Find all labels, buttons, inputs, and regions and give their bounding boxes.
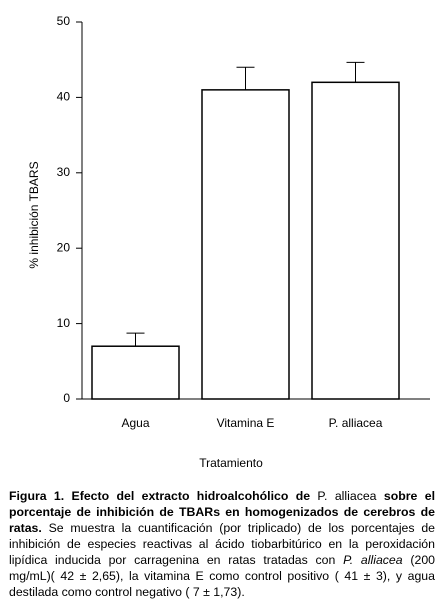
y-tick-label: 40 [57,90,71,104]
caption-text: Se muestra la cuantificación (por tripli… [9,521,435,567]
chart: % inhibición TBARS Tratamiento 0 10 20 30 40… [27,14,430,470]
x-tick-label: Vitamina E [217,416,275,430]
y-tick-label: 50 [57,14,71,28]
caption-bold: sobre el porcentaje de inhibición de TBA… [9,489,435,535]
y-axis-title: % inhibición TBARS [27,161,41,268]
caption-text: (200 mg/mL)( 42 ± 2,65), la vitamina E c… [9,553,435,599]
caption-text: alliacea [327,489,377,503]
x-tick-label: Agua [121,416,149,430]
caption-italic: P. alliacea [343,553,403,567]
bar [201,89,290,400]
caption-italic: P. [317,489,328,503]
y-tick-label: 30 [57,165,71,179]
caption-bold: Figura 1. Efecto del extracto hidroalcoh… [9,489,318,503]
x-axis-title: Tratamiento [199,456,263,470]
y-tick-label: 10 [57,316,71,330]
y-tick-label: 20 [57,240,71,254]
x-tick-label: P. alliacea [329,416,383,430]
figure-caption: Figura 1. Efecto del extracto hidroalcoh… [9,488,435,600]
bar [91,345,180,400]
y-tick-label: 0 [63,391,70,405]
bar [311,81,400,400]
